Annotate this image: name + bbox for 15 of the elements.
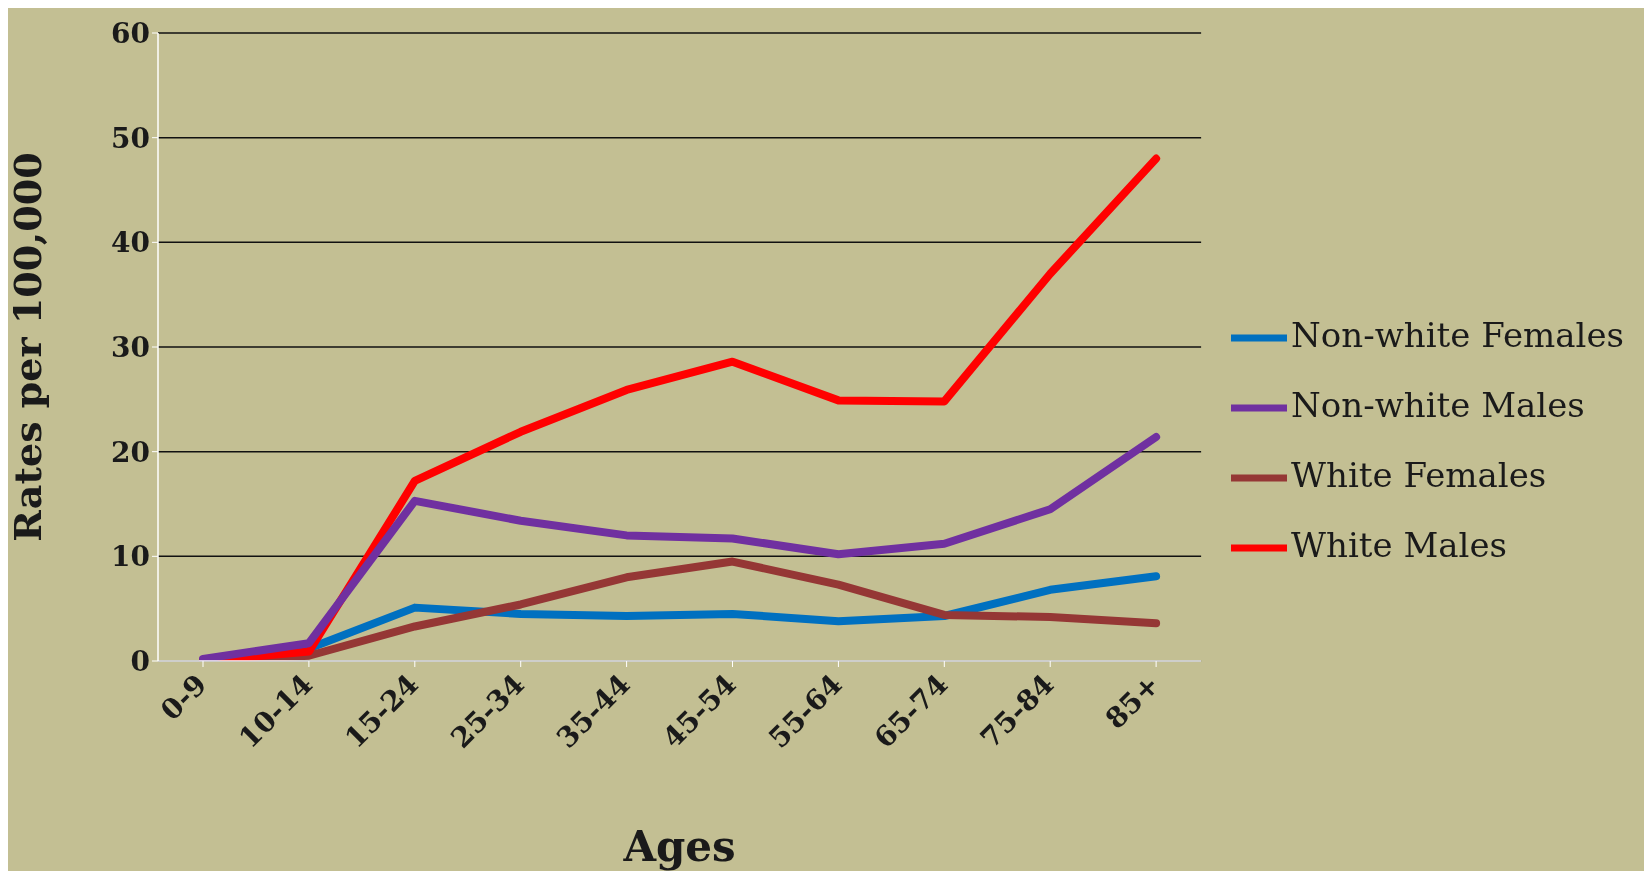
legend-label: Non-white Females xyxy=(1291,314,1624,355)
y-tick-label: 20 xyxy=(111,435,150,469)
y-tick-label: 30 xyxy=(111,330,150,364)
y-tick-label: 40 xyxy=(111,226,150,260)
x-axis-title: Ages xyxy=(622,822,736,871)
x-tick-label: 85+ xyxy=(1098,667,1167,736)
x-tick-label: 0-9 xyxy=(154,667,214,728)
y-tick-label: 50 xyxy=(111,121,150,155)
y-tick-label: 60 xyxy=(111,16,150,50)
legend-label: White Females xyxy=(1291,454,1547,495)
legend-label: Non-white Males xyxy=(1291,384,1585,425)
legend-label: White Males xyxy=(1291,524,1507,565)
y-tick-label: 10 xyxy=(111,540,150,574)
y-tick-label: 0 xyxy=(130,644,150,678)
y-axis-title: Rates per 100,000 xyxy=(5,152,51,542)
